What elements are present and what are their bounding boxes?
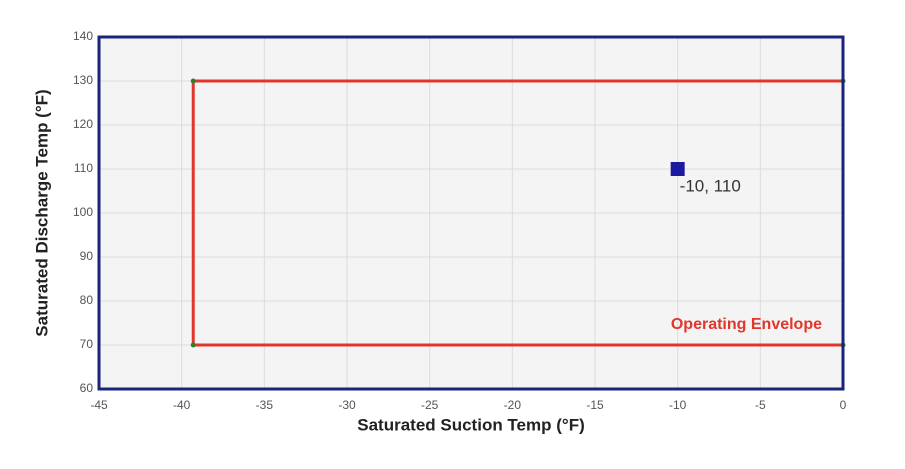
x-axis-title: Saturated Suction Temp (°F) (357, 415, 585, 434)
legend-label: Operating Envelope (671, 316, 822, 333)
y-tick-label: 130 (73, 73, 93, 87)
x-tick-label: -35 (256, 398, 274, 412)
x-tick-label: 0 (840, 398, 847, 412)
y-tick-label: 70 (80, 337, 94, 351)
x-tick-label: -25 (421, 398, 439, 412)
plot-frame (97, 35, 845, 391)
x-tick-label: -15 (586, 398, 604, 412)
x-tick-label: -30 (338, 398, 356, 412)
point (670, 162, 685, 176)
x-tick-label: -20 (504, 398, 522, 412)
y-tick-label: 100 (73, 205, 93, 219)
envelope-vertex (190, 342, 196, 348)
x-tick-label: -10 (669, 398, 687, 412)
y-tick-label: 80 (80, 293, 94, 307)
y-tick-label: 120 (73, 117, 93, 131)
x-tick-label: -40 (173, 398, 191, 412)
y-axis-title: Saturated Discharge Temp (°F) (32, 89, 51, 336)
y-tick-label: 90 (80, 249, 94, 263)
y-tick-label: 140 (73, 29, 93, 43)
x-tick-label: -5 (755, 398, 766, 412)
envelope-vertex (190, 78, 196, 84)
y-tick-label: 60 (80, 381, 94, 395)
x-tick-label: -45 (90, 398, 108, 412)
point-label: -10, 110 (680, 176, 741, 195)
y-tick-label: 110 (74, 161, 93, 175)
